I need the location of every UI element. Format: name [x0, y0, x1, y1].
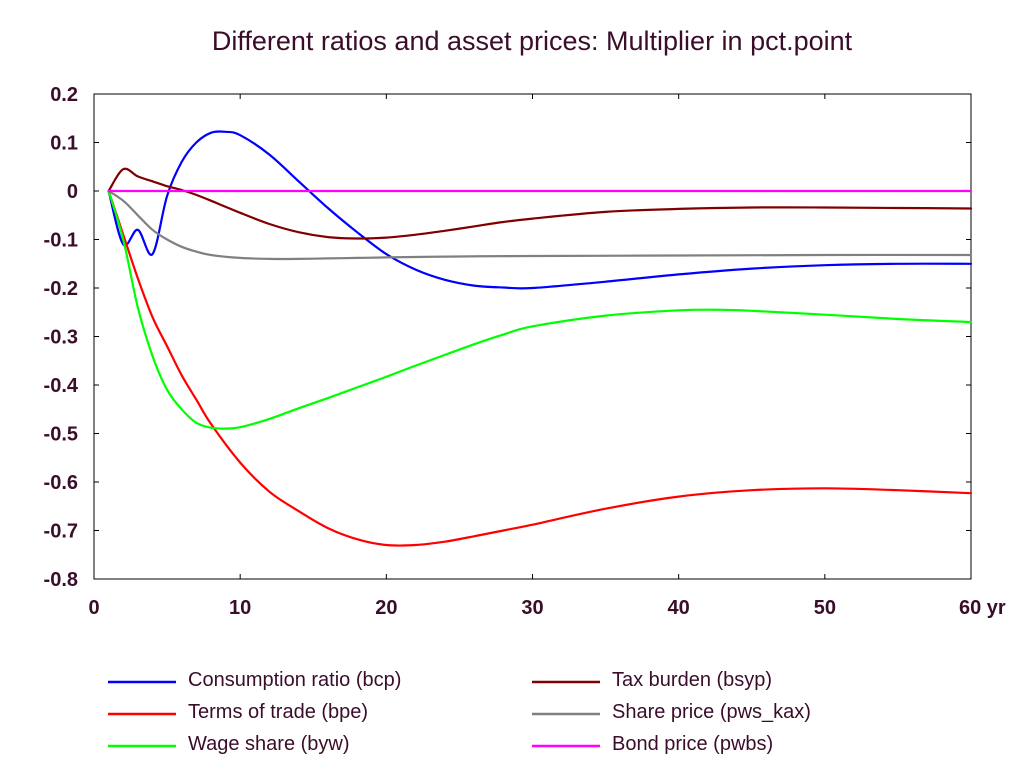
y-tick-label: 0.1: [50, 133, 78, 155]
series-line-2: [107, 189, 973, 547]
y-tick-label: 0.2: [50, 84, 78, 106]
series-line-3: [107, 189, 973, 430]
y-tick-label: -0.1: [44, 230, 78, 252]
plot-frame: [93, 93, 972, 580]
legend-label: Wage share (byw): [188, 733, 350, 755]
legend: Consumption ratio (bcp) Terms of trade (b…: [108, 669, 811, 755]
y-tick-label: -0.5: [44, 424, 78, 446]
x-tick-label: 10: [229, 597, 251, 619]
legend-label: Share price (pws_kax): [612, 701, 811, 723]
y-tick-label: -0.7: [44, 521, 78, 543]
legend-label: Terms of trade (bpe): [188, 701, 368, 723]
y-tick-label: -0.6: [44, 472, 78, 494]
legend-label: Bond price (pwbs): [612, 733, 773, 755]
x-tick-label: 20: [375, 597, 397, 619]
chart-title: Different ratios and asset prices: Multi…: [212, 26, 853, 56]
x-tick-label: 60 yr: [959, 597, 1006, 619]
x-tick-label: 0: [88, 597, 99, 619]
series-line-5: [107, 189, 973, 261]
y-tick-label: -0.8: [44, 569, 78, 591]
series-line-4: [107, 167, 973, 240]
x-tick-label: 30: [521, 597, 543, 619]
y-tick-label: -0.4: [44, 375, 79, 397]
legend-label: Consumption ratio (bcp): [188, 669, 401, 691]
y-tick-label: -0.3: [44, 327, 78, 349]
y-tick-label: 0: [67, 181, 78, 203]
legend-label: Tax burden (bsyp): [612, 669, 772, 691]
series-line-1: [107, 130, 973, 290]
x-tick-label: 40: [668, 597, 690, 619]
plot-area: 0.2 0.1 0 -0.1 -0.2 -0.3 -0.4 -0.5 -0.6 -0.7 -0.8 0…: [44, 84, 1006, 619]
y-tick-label: -0.2: [44, 278, 78, 300]
x-tick-label: 50: [814, 597, 836, 619]
